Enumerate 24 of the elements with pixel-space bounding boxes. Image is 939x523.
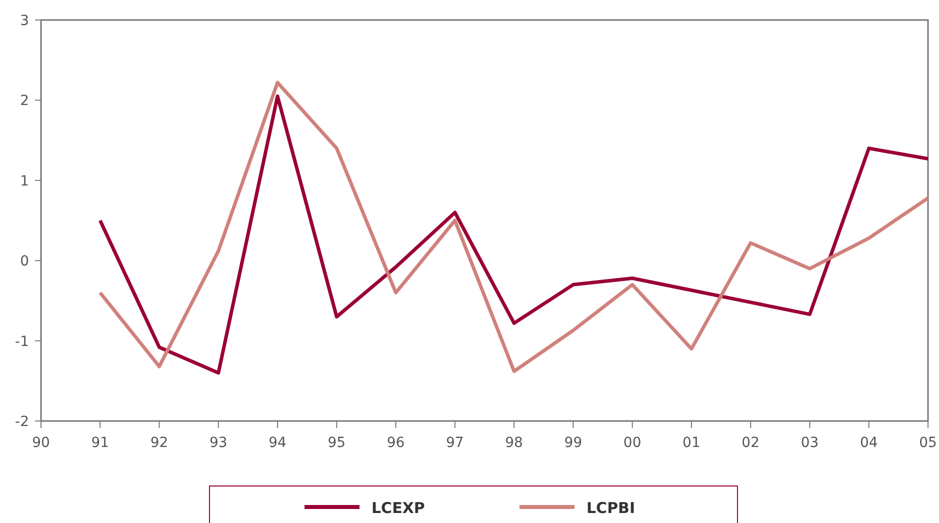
x-tick-label: 95 [328, 435, 346, 451]
x-tick-label: 00 [623, 435, 642, 451]
x-tick-label: 94 [268, 435, 287, 451]
x-tick-label: 93 [209, 435, 228, 451]
legend-label: LCEXP [372, 499, 425, 517]
x-tick-label: 91 [91, 435, 110, 451]
x-tick-label: 98 [505, 435, 523, 451]
x-tick-label: 92 [150, 435, 168, 451]
x-tick-label: 96 [386, 435, 405, 451]
y-tick-label: 0 [20, 254, 29, 270]
x-tick-label: 90 [32, 435, 50, 451]
x-tick-label: 03 [800, 435, 819, 451]
y-tick-label: 2 [20, 93, 29, 110]
y-tick-label: -1 [15, 334, 29, 350]
legend-label: LCPBI [586, 499, 636, 517]
x-tick-label: 99 [564, 435, 582, 451]
x-tick-label: 97 [446, 435, 464, 451]
y-tick-label: -2 [15, 414, 29, 430]
x-tick-label: 04 [860, 435, 878, 451]
y-tick-label: 3 [20, 13, 29, 29]
y-tick-label: 1 [20, 173, 29, 190]
x-tick-label: 02 [742, 435, 760, 451]
x-tick-label: 01 [682, 435, 700, 451]
x-tick-label: 05 [919, 435, 937, 451]
